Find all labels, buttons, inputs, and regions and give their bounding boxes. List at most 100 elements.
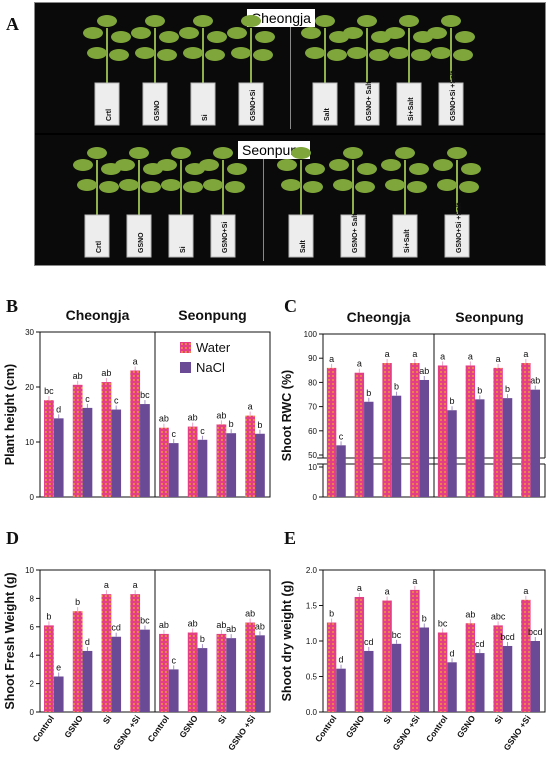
bar-nacl — [419, 627, 430, 712]
plant-leaf — [227, 27, 247, 39]
x-tick-label: Control — [145, 713, 171, 743]
y-tick-label: 0.0 — [306, 708, 318, 717]
x-tick-label: GSNO +Si — [111, 713, 142, 752]
sig-label-nacl: e — [56, 663, 61, 673]
photo-label-cheongja: Cheongja — [247, 9, 315, 27]
sig-label-water: ab — [188, 618, 198, 628]
plant-pot: Si — [157, 147, 205, 258]
plant-pot: GSNO+Si — [199, 147, 247, 258]
bar-water — [410, 363, 420, 497]
bar-water — [216, 633, 227, 712]
sig-label-water: a — [385, 349, 390, 359]
plant-leaf — [459, 181, 479, 193]
y-tick-label: 4 — [30, 651, 35, 660]
sig-label-nacl: b — [450, 396, 455, 406]
plant-leaf — [97, 15, 117, 27]
plant-leaf — [441, 15, 461, 27]
sig-label-nacl: c — [171, 429, 176, 439]
plant-leaf — [111, 31, 131, 43]
plant-leaf — [193, 15, 213, 27]
sig-label-water: a — [385, 587, 390, 597]
photo-divider — [290, 11, 291, 129]
bar-water — [101, 382, 112, 497]
plant-leaf — [227, 163, 247, 175]
y-tick-label: 1.0 — [306, 637, 318, 646]
plant-leaf — [157, 159, 177, 171]
plant-pot: GSNO — [131, 15, 179, 126]
plant-leaf — [305, 47, 325, 59]
sig-label-nacl: d — [339, 655, 344, 665]
y-tick-label: 8 — [30, 594, 35, 603]
sig-label-nacl: bc — [140, 390, 150, 400]
bar-water — [493, 625, 503, 712]
sig-label-water: a — [248, 402, 253, 412]
bar-nacl — [168, 443, 179, 497]
bar-water — [245, 622, 256, 712]
plant-leaf — [183, 181, 203, 193]
panel-letter-e: E — [284, 528, 297, 548]
bar-water — [382, 363, 392, 497]
plant-leaf — [203, 179, 223, 191]
pot-label: Salt — [300, 239, 307, 253]
sig-label-water: b — [329, 609, 334, 619]
bar-water — [187, 426, 198, 497]
plant-leaf — [119, 179, 139, 191]
bar-nacl — [197, 648, 208, 712]
plant-leaf — [141, 181, 161, 193]
plant-leaf — [281, 179, 301, 191]
y-tick-label: 1.5 — [306, 602, 318, 611]
bar-nacl — [364, 650, 374, 712]
bar-nacl — [140, 629, 150, 712]
bar-nacl — [255, 635, 265, 712]
bar-water — [354, 372, 365, 497]
plant-leaf — [131, 27, 151, 39]
bar-nacl — [197, 439, 208, 497]
group-title-cheongja: Cheongja — [66, 307, 130, 323]
x-tick-label: GSNO — [62, 713, 85, 740]
pot-tube — [126, 214, 152, 258]
pot-label: Si — [180, 246, 187, 253]
sig-label-nacl: b — [505, 384, 510, 394]
group-title-seonpung: Seonpung — [455, 309, 523, 325]
sig-label-nacl: c — [339, 431, 344, 441]
x-tick-label: Si — [216, 713, 229, 725]
bar-nacl — [140, 404, 150, 497]
pot-label: Crtl — [96, 241, 103, 253]
plant-drawing-bottom: Crtl GSNO Si GSNO+Si Salt GSNO+ Salt Si+Salt GS… — [73, 147, 481, 258]
sig-label-water: a — [357, 583, 362, 593]
x-tick-label: GSNO +Si — [501, 713, 532, 752]
y-tick-label: 0.5 — [306, 673, 318, 682]
x-tick-label: GSNO +Si — [226, 713, 257, 752]
y-tick-label: 80 — [308, 378, 317, 387]
bar-water — [410, 589, 420, 712]
plant-leaf — [83, 27, 103, 39]
sig-label-nacl: bc — [140, 616, 150, 626]
panel-letter-b: B — [6, 296, 19, 316]
plant-leaf — [407, 181, 427, 193]
sig-label-water: b — [46, 611, 51, 621]
plant-leaf — [389, 47, 409, 59]
sig-label-water: bc — [438, 618, 448, 628]
plant-leaf — [225, 181, 245, 193]
plant-leaf — [171, 147, 191, 159]
sig-label-nacl: c — [200, 426, 205, 436]
group-title-seonpung: Seonpung — [178, 307, 246, 323]
plant-pot: GSNO+ Salt — [343, 15, 391, 126]
bar-water — [44, 625, 54, 712]
bar-water — [521, 599, 531, 712]
bar-nacl — [82, 407, 93, 497]
sig-label-nacl: b — [394, 382, 399, 392]
pot-label: Si+Salt — [404, 229, 411, 253]
sig-label-nacl: cd — [364, 637, 374, 647]
bar-nacl — [168, 669, 179, 712]
sig-label-nacl: ab — [530, 376, 540, 386]
sig-label-water: ab — [159, 414, 169, 424]
y-tick-label: 0 — [313, 493, 318, 502]
y-tick-label: 100 — [304, 330, 318, 339]
sig-label-water: a — [133, 357, 138, 367]
plant-drawing-top: Crtl GSNO Si GSNO+Si Salt GSNO+ Salt Si+Salt GS… — [83, 15, 475, 126]
pot-label: GSNO+Si — [250, 90, 257, 121]
sig-label-water: a — [133, 580, 138, 590]
plant-leaf — [303, 181, 323, 193]
bar-water — [187, 632, 198, 712]
